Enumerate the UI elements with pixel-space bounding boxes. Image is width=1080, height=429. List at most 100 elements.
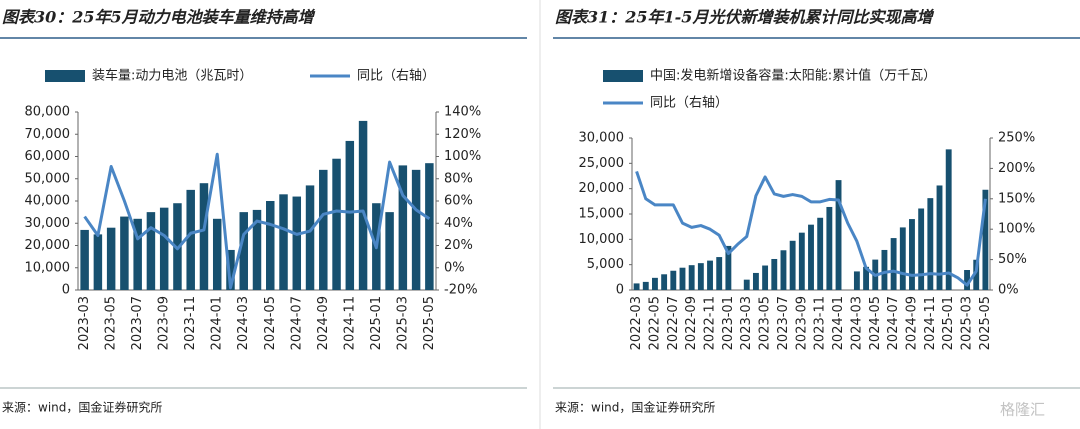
y2-tick-label: 0%	[998, 283, 1019, 298]
bar	[212, 218, 222, 290]
y-tick-label: 0	[616, 283, 624, 298]
y-tick-label: 10,000	[579, 232, 625, 247]
bar	[688, 265, 695, 290]
y-tick-label: 5,000	[587, 257, 624, 272]
bar	[292, 196, 302, 290]
x-tick-label: 2023-09	[157, 296, 172, 350]
source: 来源：wind，国金证券研究所	[2, 400, 162, 415]
bar	[199, 183, 209, 290]
bar	[358, 120, 368, 291]
bar	[305, 185, 315, 290]
bar	[642, 281, 649, 290]
bar	[826, 206, 833, 290]
y2-tick-label: 200%	[998, 161, 1035, 176]
x-tick-label: 2023-03	[77, 296, 92, 350]
x-tick-label: 2025-03	[960, 296, 975, 350]
x-tick-label: 2023-09	[794, 296, 809, 350]
x-tick-label: 2024-11	[342, 296, 357, 350]
bar	[973, 259, 980, 290]
bar	[697, 263, 704, 290]
y-tick-label: 40,000	[25, 194, 71, 209]
y2-tick-label: 100%	[444, 149, 481, 164]
bar	[385, 212, 394, 290]
bar	[936, 185, 943, 290]
x-tick-label: 2024-01	[831, 296, 846, 350]
line	[83, 152, 431, 290]
chart-title: 图表30：25年5月动力电池装车量维持高增	[2, 8, 316, 27]
x-tick-label: 2022-03	[629, 296, 644, 350]
bar	[133, 218, 142, 290]
y-tick-label: 20,000	[25, 238, 71, 253]
y2-tick-label: 140%	[444, 105, 481, 120]
bar	[106, 227, 116, 290]
x-tick-label: 2024-09	[316, 296, 331, 350]
y-tick-label: 30,000	[579, 131, 625, 146]
x-tick-label: 2025-01	[369, 296, 384, 350]
y2-tick-label: 0%	[444, 260, 465, 275]
y2-tick-label: 120%	[444, 127, 481, 142]
bar	[945, 149, 952, 290]
y-tick-label: 20,000	[579, 181, 625, 196]
bar	[159, 207, 169, 290]
y2-tick-label: 80%	[444, 171, 473, 186]
legend-label: 中国:发电新增设备容量:太阳能:累计值（万千瓦）	[650, 68, 936, 84]
bar	[890, 238, 897, 290]
x-tick-label: 2023-07	[776, 296, 791, 350]
bar	[909, 219, 915, 290]
y2-tick-label: 20%	[444, 238, 473, 253]
y2-tick-label: 250%	[998, 131, 1035, 146]
legend-label: 同比（右轴）	[650, 96, 728, 111]
bar	[808, 224, 814, 290]
y2-tick-label: 100%	[998, 222, 1035, 237]
bar	[716, 257, 723, 290]
bar	[411, 169, 421, 290]
x-tick-label: 2022-05	[647, 296, 662, 350]
y2-tick-label: 40%	[444, 216, 473, 231]
source: 来源：wind，国金证券研究所	[555, 400, 715, 415]
bar	[918, 208, 925, 290]
bar	[817, 217, 824, 290]
y-tick-label: 70,000	[25, 127, 71, 142]
x-tick-label: 2023-01	[721, 296, 736, 350]
x-tick-label: 2024-07	[289, 296, 304, 350]
y-tick-label: 15,000	[579, 207, 625, 222]
bar	[226, 249, 235, 290]
bar	[279, 194, 288, 290]
bar	[927, 198, 934, 290]
legend-swatch	[603, 70, 643, 82]
chart-title: 图表31：25年1-5月光伏新增装机累计同比实现高增	[555, 8, 934, 27]
bar	[332, 158, 341, 290]
bar	[670, 270, 677, 290]
bar	[964, 270, 970, 290]
watermark: 格隆汇	[1000, 401, 1045, 419]
bar	[780, 250, 787, 290]
bar	[707, 260, 713, 290]
bar	[982, 189, 989, 290]
x-tick-label: 2022-09	[684, 296, 699, 350]
bar	[863, 266, 870, 290]
bar	[752, 272, 759, 290]
bar	[146, 212, 156, 290]
bar	[762, 265, 769, 290]
legend-swatch	[45, 70, 85, 82]
bar	[679, 267, 686, 290]
bar	[771, 258, 778, 290]
y2-tick-label: 50%	[998, 252, 1027, 267]
x-tick-label: 2024-05	[868, 296, 883, 350]
bar	[661, 274, 668, 290]
x-tick-label: 2024-03	[236, 296, 251, 350]
x-tick-label: 2022-07	[666, 296, 681, 350]
bar	[899, 227, 906, 290]
x-tick-label: 2023-05	[758, 296, 773, 350]
y2-tick-label: -20%	[444, 283, 478, 298]
x-tick-label: 2022-11	[703, 296, 718, 350]
bar	[319, 169, 328, 290]
line	[635, 170, 987, 287]
x-tick-label: 2024-05	[263, 296, 278, 350]
x-tick-label: 2024-09	[904, 296, 919, 350]
x-tick-label: 2025-03	[395, 296, 410, 350]
x-tick-label: 2023-11	[813, 296, 828, 350]
bar	[252, 209, 262, 290]
y-tick-label: 60,000	[25, 149, 71, 164]
